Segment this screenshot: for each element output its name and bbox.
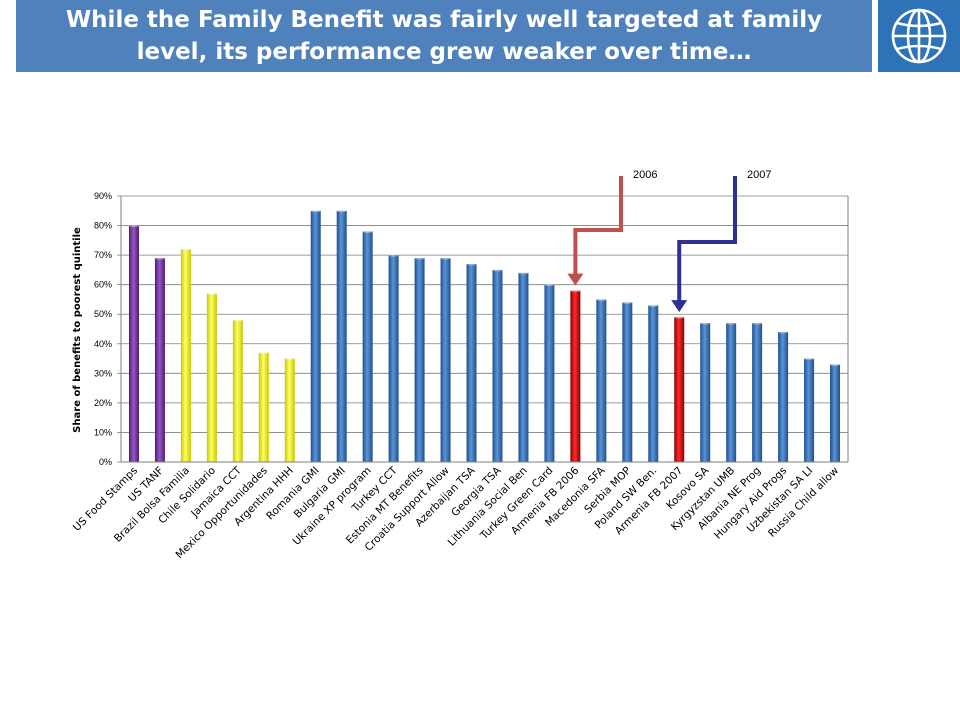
bar-croatia-support-allow	[440, 258, 451, 462]
annotation-arrowhead	[671, 300, 688, 313]
bar-serbia-mop	[622, 302, 633, 462]
bar-brazil-bolsa-familia	[180, 249, 191, 462]
bar-cap	[362, 229, 373, 234]
bar-cap	[284, 356, 295, 361]
bar-cap	[440, 256, 451, 260]
bar-cap	[622, 300, 633, 304]
bar-cap	[726, 321, 737, 325]
slide-title-line-1: While the Family Benefit was fairly well…	[65, 7, 823, 33]
bar-cap	[700, 321, 711, 325]
bar-hungary-aid-progs	[778, 331, 789, 462]
bar-chile-solidario	[206, 293, 217, 462]
globe-icon	[891, 8, 947, 64]
bar-cap	[154, 256, 165, 260]
bar-cap	[596, 297, 607, 302]
bar-cap	[570, 288, 581, 293]
annotation-label-2006: 2006	[633, 169, 657, 181]
bar-macedonia-sfa	[596, 299, 607, 462]
annotation-arrow-2007	[677, 176, 737, 303]
bar-turkey-green-card	[544, 284, 555, 462]
bars	[128, 209, 841, 462]
bar-mexico-opportunidades	[258, 352, 269, 462]
bar-cap	[830, 362, 841, 367]
annotation-label-2007: 2007	[747, 169, 771, 181]
world-bank-logo	[878, 0, 960, 72]
bar-cap	[648, 303, 659, 307]
bar-poland-sw-ben	[648, 305, 659, 462]
bar-uzbekistan-sa-li	[804, 358, 815, 462]
bar-cap	[414, 256, 425, 260]
bar-cap	[336, 209, 347, 213]
bar-georgia-tsa	[492, 269, 503, 462]
bar-cap	[128, 223, 139, 228]
bar-estonia-mt-benefits	[414, 258, 425, 462]
bar-turkey-cct	[388, 255, 399, 462]
bar-russia-child-allow	[830, 364, 841, 462]
bar-azerbaijan-tsa	[466, 263, 477, 462]
y-tick-label: 30%	[94, 368, 112, 378]
bar-cap	[206, 291, 217, 296]
bar-albania-ne-prog	[752, 323, 763, 462]
bar-kosovo-sa	[700, 323, 711, 462]
y-tick-label: 10%	[94, 427, 112, 437]
bar-argentina-hhh	[284, 358, 295, 462]
bar-ukraine-xp-program	[362, 231, 373, 462]
annotations: 2006 2007	[567, 169, 771, 313]
bar-romania-gmi	[310, 210, 321, 462]
bar-us-food-stamps	[128, 225, 139, 462]
annotation-arrowhead	[567, 273, 584, 286]
bar-lithuania-social-ben	[518, 272, 529, 462]
y-tick-label: 90%	[94, 191, 112, 201]
bar-cap	[310, 209, 321, 213]
axes	[120, 196, 849, 463]
bar-us-tanf	[154, 258, 165, 462]
gridlines	[121, 195, 848, 463]
bar-jamaica-cct	[232, 320, 243, 462]
y-tick-label: 50%	[94, 309, 112, 319]
bar-cap	[674, 315, 685, 319]
slide-title-line-2: level, its performance grew weaker over …	[136, 39, 752, 65]
bar-cap	[544, 283, 555, 287]
bar-armenia-fb-2006	[570, 290, 581, 462]
annotation-arrow-2006	[573, 176, 623, 276]
y-axis-label: Share of benefits to poorest quintile	[72, 227, 83, 433]
bar-cap	[466, 262, 477, 266]
bar-cap	[518, 271, 529, 275]
bar-cap	[752, 321, 763, 325]
bar-kyrgyzstan-umb	[726, 323, 737, 462]
bar-cap	[258, 351, 269, 355]
bar-cap	[804, 356, 815, 361]
y-tick-label: 0%	[99, 457, 112, 467]
bar-cap	[778, 330, 789, 334]
y-tick-label: 20%	[94, 398, 112, 408]
y-axis-ticks: 0% 10% 20% 30% 40% 50% 60% 70% 80% 90%	[94, 191, 121, 467]
bar-cap	[388, 253, 399, 257]
bar-armenia-fb-2007	[674, 317, 685, 462]
bar-cap	[180, 247, 191, 251]
y-tick-label: 60%	[94, 280, 112, 290]
y-tick-label: 70%	[94, 250, 112, 260]
bar-cap	[232, 318, 243, 322]
bar-cap	[492, 268, 503, 272]
bar-bulgaria-gmi	[336, 210, 347, 462]
y-tick-label: 40%	[94, 339, 112, 349]
y-tick-label: 80%	[94, 221, 112, 231]
title-banner: While the Family Benefit was fairly well…	[16, 0, 872, 72]
